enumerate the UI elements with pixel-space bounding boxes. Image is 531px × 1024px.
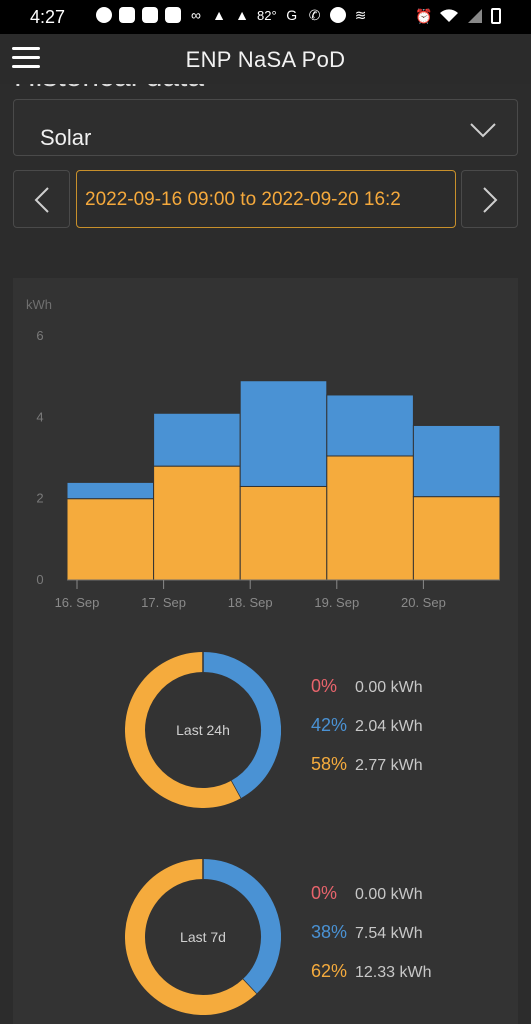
donut-chart [125, 859, 281, 1015]
legend-row: 58% 2.77 kWh [311, 754, 423, 793]
bar-segment-19sep-0[interactable] [326, 455, 414, 581]
legend-value: 12.33 kWh [355, 964, 432, 981]
x-tick-label: 18. Sep [228, 595, 273, 610]
status-time: 4:27 [30, 7, 66, 27]
missed-call-icon: ✆ [308, 7, 321, 23]
date-range-row: 2022-09-16 09:00 to 2022-09-20 16:2 [13, 170, 518, 228]
energy-bar-chart: kWh 0 2 4 6 16. Sep 17. Sep 18. Sep 19. Sep 20.… [26, 297, 501, 610]
legend-row: 62% 12.33 kWh [311, 961, 431, 1000]
x-tick-label: 20. Sep [401, 595, 446, 610]
bar-segment-19sep-1[interactable] [326, 394, 414, 457]
status-bar: 4:27 ∞ ▲ ▲ 82° G ✆ ≋ ⏰ [0, 0, 531, 34]
legend-percent: 42% [311, 715, 348, 735]
previous-period-button[interactable] [13, 170, 70, 228]
y-axis-label: kWh [26, 297, 52, 312]
donut-last-24h: Last 24h 0% 0.00 kWh 42% 2.04 kWh 58% 2.… [13, 652, 518, 812]
temperature: 82° [257, 7, 277, 23]
notification-icon: ▲ [212, 7, 226, 23]
legend-row: 38% 7.54 kWh [311, 922, 431, 961]
donut-segment[interactable] [125, 652, 241, 808]
notification-icon: ▲ [235, 7, 249, 23]
wifi-icon [440, 9, 458, 22]
source-select-value: Solar [40, 125, 92, 150]
source-select[interactable]: Solar [13, 99, 518, 156]
legend-value: 2.04 kWh [355, 718, 423, 735]
google-icon: G [286, 7, 298, 23]
x-tick-label: 19. Sep [314, 595, 359, 610]
bar-segment-16sep-1[interactable] [66, 481, 155, 500]
app-bar: ENP NaSA PoD [0, 34, 531, 84]
legend-percent: 38% [311, 922, 348, 942]
legend-percent: 0% [311, 676, 338, 696]
battery-icon [491, 8, 501, 24]
y-tick-label: 4 [36, 409, 43, 424]
y-tick-label: 0 [36, 572, 43, 587]
next-period-button[interactable] [461, 170, 518, 228]
y-tick-label: 6 [36, 328, 43, 343]
legend-value: 2.77 kWh [355, 757, 423, 774]
chat-icon [165, 7, 181, 23]
legend-row: 0% 0.00 kWh [311, 676, 423, 715]
bar-segment-16sep-0[interactable] [66, 498, 155, 581]
wifi-direction-icon: ≋ [354, 7, 367, 23]
voicemail-icon: ∞ [191, 7, 201, 23]
signal-icon [468, 9, 482, 23]
legend-percent: 58% [311, 754, 348, 774]
date-range-text: 2022-09-16 09:00 to 2022-09-20 16:2 [85, 189, 401, 210]
alarm-icon: ⏰ [415, 8, 433, 24]
donut-legend: 0% 0.00 kWh 38% 7.54 kWh 62% 12.33 kWh [311, 883, 431, 1000]
donut-legend: 0% 0.00 kWh 42% 2.04 kWh 58% 2.77 kWh [311, 676, 423, 793]
legend-value: 0.00 kWh [355, 679, 423, 696]
system-icons: ⏰ [415, 8, 501, 24]
bar-segment-17sep-1[interactable] [153, 412, 241, 467]
bar-segment-20sep-1[interactable] [412, 424, 501, 498]
bar-segment-17sep-0[interactable] [153, 465, 241, 581]
app-icon [329, 7, 346, 23]
bar-segment-18sep-0[interactable] [239, 485, 328, 581]
donut-segment[interactable] [125, 859, 257, 1015]
notification-icons: ∞ ▲ ▲ 82° G ✆ ≋ [96, 7, 369, 23]
data-card: kWh 0 2 4 6 16. Sep 17. Sep 18. Sep 19. Sep 20.… [13, 278, 518, 1024]
chevron-down-icon [470, 123, 496, 138]
donut-segment[interactable] [202, 652, 281, 799]
donut-label: Last 7d [180, 929, 226, 945]
legend-value: 0.00 kWh [355, 886, 423, 903]
donut-segment[interactable] [202, 859, 281, 994]
legend-row: 0% 0.00 kWh [311, 883, 431, 922]
legend-percent: 0% [311, 883, 338, 903]
bar-segment-20sep-0[interactable] [412, 496, 501, 581]
hamburger-menu-icon[interactable] [12, 47, 40, 71]
chevron-right-icon [483, 187, 498, 213]
app-title: ENP NaSA PoD [185, 47, 346, 72]
messenger-icon [96, 7, 112, 23]
bar-segment-18sep-1[interactable] [239, 380, 328, 487]
legend-row: 42% 2.04 kWh [311, 715, 423, 754]
donut-chart [125, 652, 281, 808]
y-tick-label: 2 [36, 491, 43, 506]
date-range-field[interactable]: 2022-09-16 09:00 to 2022-09-20 16:2 [76, 170, 456, 228]
chat-icon [119, 7, 135, 23]
legend-value: 7.54 kWh [355, 925, 423, 942]
donut-last-7d: Last 7d 0% 0.00 kWh 38% 7.54 kWh 62% 12.… [13, 859, 518, 1019]
legend-percent: 62% [311, 961, 348, 981]
x-tick-label: 16. Sep [55, 595, 100, 610]
x-tick-label: 17. Sep [141, 595, 186, 610]
chevron-left-icon [34, 187, 49, 213]
donut-label: Last 24h [176, 722, 230, 738]
chat-icon [142, 7, 158, 23]
